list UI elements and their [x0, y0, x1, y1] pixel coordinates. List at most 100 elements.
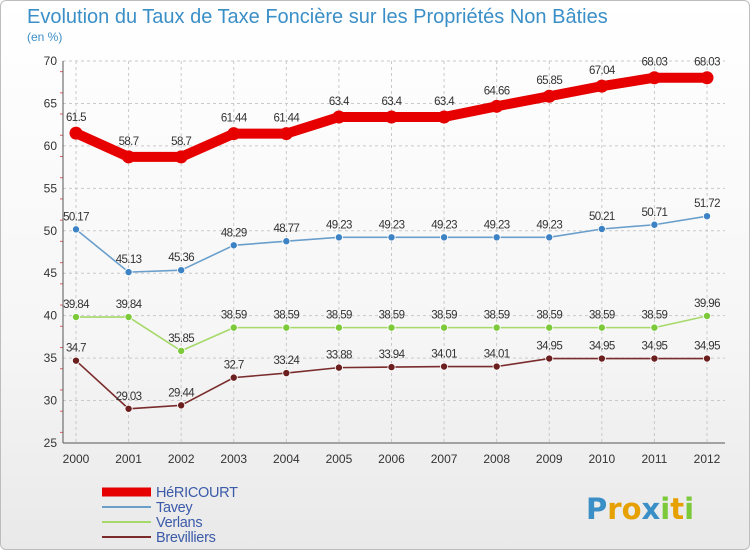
data-label: 68.03 [694, 57, 720, 69]
data-point [597, 354, 606, 363]
logo-letter: o [622, 492, 642, 526]
data-point [387, 233, 396, 242]
data-point [174, 150, 188, 164]
data-point [440, 362, 449, 371]
data-point [124, 313, 133, 322]
data-point [703, 212, 712, 221]
data-point [703, 312, 712, 321]
data-label: 49.23 [536, 219, 562, 231]
data-point [387, 323, 396, 332]
data-label: 38.59 [221, 310, 247, 322]
data-label: 34.01 [484, 349, 510, 361]
series-tavey: 50.17 45.13 45.36 48.29 48.77 49.23 49.23 49.23… [63, 198, 721, 277]
data-label: 63.4 [434, 96, 455, 108]
data-point [332, 110, 346, 124]
data-point [650, 323, 659, 332]
data-label: 39.96 [694, 298, 720, 310]
data-point [334, 363, 343, 372]
y-tick-label: 35 [44, 351, 58, 365]
data-label: 45.13 [116, 254, 142, 266]
data-point [279, 127, 293, 141]
data-point [229, 323, 238, 332]
data-point [72, 225, 81, 234]
data-label: 34.95 [642, 341, 668, 353]
data-point [177, 346, 186, 355]
data-label: 34.95 [589, 341, 615, 353]
data-label: 48.77 [273, 223, 299, 235]
data-point [647, 71, 661, 85]
data-label: 49.23 [484, 219, 510, 231]
data-point [650, 220, 659, 229]
y-axis-unit-label: (en %) [27, 30, 62, 44]
data-label: 33.24 [273, 355, 300, 367]
data-label: 34.01 [431, 349, 457, 361]
series-group: 61.5 58.7 58.7 61.44 61.44 63.4 63.4 63.4 64.66 6… [63, 57, 721, 413]
x-tick-label: 2007 [431, 452, 458, 466]
data-label: 29.03 [116, 391, 142, 403]
proxiti-logo: Proxiti [586, 492, 694, 526]
data-label: 50.21 [589, 211, 615, 223]
x-tick-label: 2005 [326, 452, 353, 466]
x-tick-label: 2009 [536, 452, 563, 466]
legend-label: HéRICOURT [156, 485, 238, 501]
y-tick-label: 70 [44, 54, 58, 68]
chart-title: Evolution du Taux de Taxe Foncière sur l… [27, 6, 608, 28]
data-point [72, 313, 81, 322]
logo-letter: t [670, 492, 684, 526]
y-tick-label: 25 [44, 436, 58, 450]
data-point [124, 268, 133, 277]
data-label: 45.36 [168, 252, 194, 264]
axes: 25 30 35 40 45 50 55 60 65 70 2000 2001 2002 2003 2004… [44, 54, 725, 466]
data-point [595, 79, 609, 93]
data-point [490, 99, 504, 113]
y-tick-label: 65 [44, 96, 58, 110]
data-point [545, 354, 554, 363]
data-point [177, 401, 186, 410]
x-tick-label: 2008 [483, 452, 510, 466]
data-point [334, 323, 343, 332]
data-point [440, 233, 449, 242]
x-tick-label: 2012 [694, 452, 721, 466]
data-label: 34.7 [66, 343, 86, 355]
data-point [282, 237, 291, 246]
data-label: 49.23 [431, 219, 457, 231]
data-point [492, 362, 501, 371]
data-label: 68.03 [642, 57, 668, 69]
data-label: 38.59 [589, 310, 615, 322]
x-tick-label: 2004 [273, 452, 300, 466]
data-point [650, 354, 659, 363]
data-point [703, 354, 712, 363]
data-point [124, 404, 133, 413]
x-tick-label: 2006 [378, 452, 405, 466]
data-label: 63.4 [329, 96, 350, 108]
data-point [440, 323, 449, 332]
data-point [597, 323, 606, 332]
data-point [122, 150, 136, 164]
legend-label: Verlans [156, 515, 202, 531]
data-label: 33.88 [326, 350, 352, 362]
data-label: 61.44 [221, 113, 248, 125]
data-point [334, 233, 343, 242]
data-point [227, 127, 241, 141]
data-label: 38.59 [536, 310, 562, 322]
data-label: 29.44 [168, 387, 195, 399]
data-label: 64.66 [484, 85, 510, 97]
data-point [700, 71, 714, 85]
data-point [385, 110, 398, 124]
data-label: 50.17 [63, 211, 89, 223]
data-label: 38.59 [273, 310, 299, 322]
legend-label: Brevilliers [156, 530, 216, 546]
data-point [437, 110, 451, 124]
data-label: 34.95 [536, 341, 562, 353]
series-h-ricourt: 61.5 58.7 58.7 61.44 61.44 63.4 63.4 63.4 64.66 6… [66, 57, 721, 164]
data-point [545, 323, 554, 332]
y-tick-label: 60 [44, 139, 58, 153]
series-verlans: 39.84 39.84 35.85 38.59 38.59 38.59 38.59 38.59… [63, 298, 721, 355]
data-label: 38.59 [484, 310, 510, 322]
y-tick-label: 50 [44, 224, 58, 238]
data-point [597, 224, 606, 233]
series-brevilliers: 34.7 29.03 29.44 32.7 33.24 33.88 33.94 34.01 34… [66, 341, 721, 413]
